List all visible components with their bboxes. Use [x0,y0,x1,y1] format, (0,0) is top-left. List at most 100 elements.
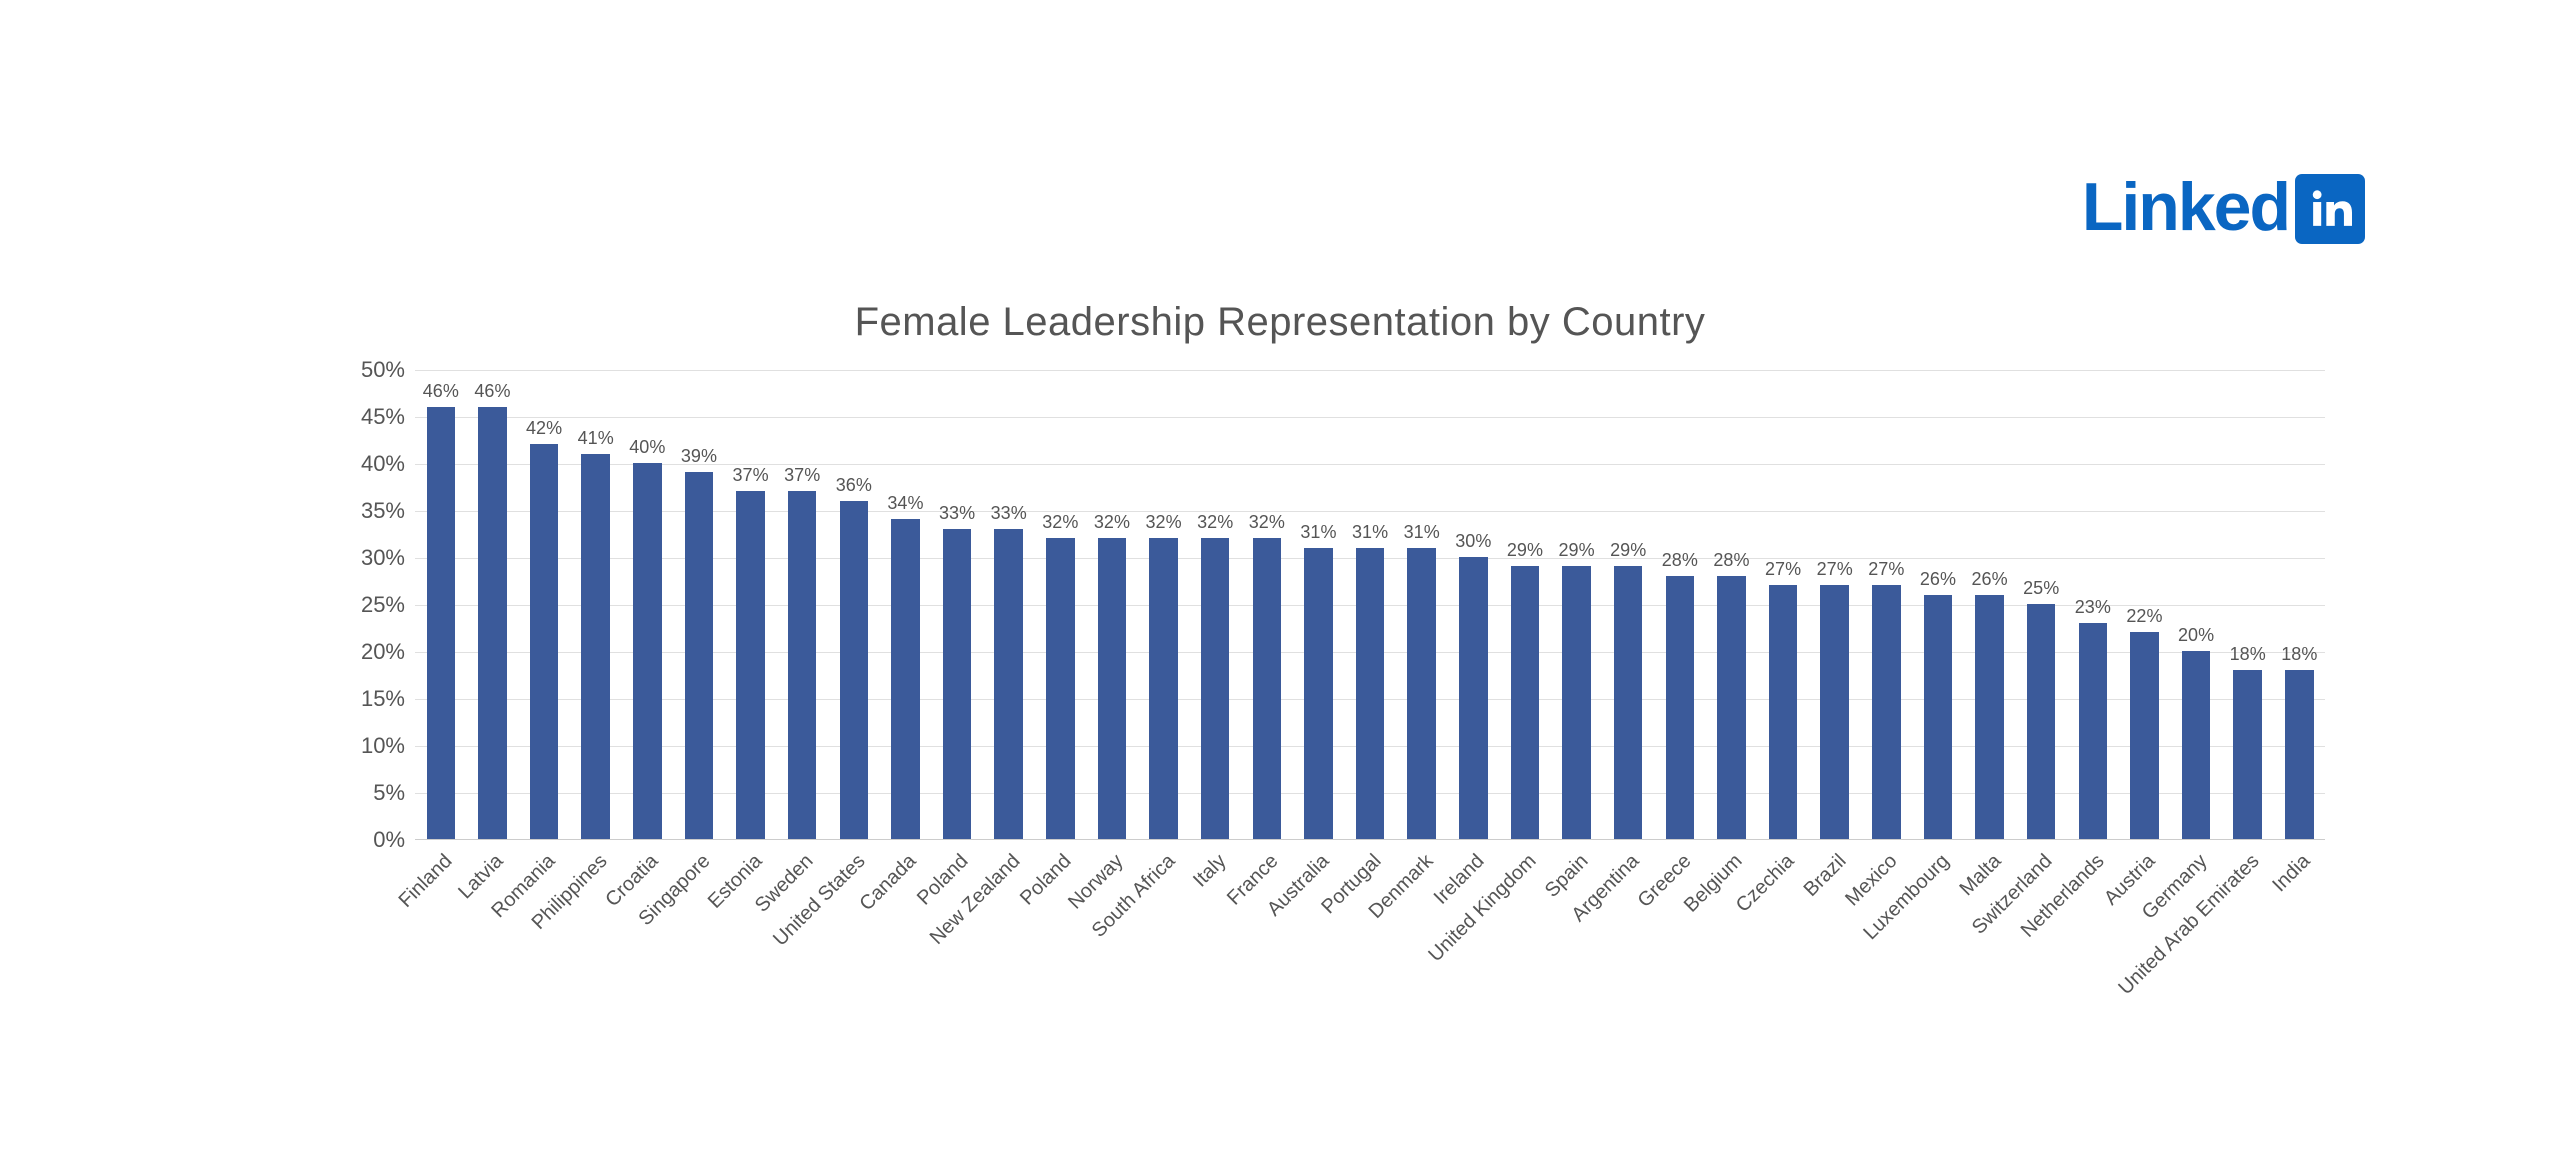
y-tick-label: 10% [361,733,405,759]
bar-value-label: 28% [1713,550,1749,571]
bar [530,444,558,839]
bar-slot: 32% [1138,370,1190,839]
bar-slot: 33% [931,370,983,839]
bar [1666,576,1694,839]
bar-slot: 27% [1861,370,1913,839]
bar [685,472,713,839]
bar-value-label: 37% [784,465,820,486]
y-tick-label: 30% [361,545,405,571]
x-label-slot: Italy [1189,850,1241,1050]
bar [1304,548,1332,839]
bar [788,491,816,839]
bar-slot: 29% [1499,370,1551,839]
bar-slot: 40% [622,370,674,839]
x-label-slot: Poland [931,850,983,1050]
bar-slot: 26% [1912,370,1964,839]
bar-value-label: 27% [1765,559,1801,580]
bar [736,491,764,839]
bar-slot: 46% [415,370,467,839]
y-tick-label: 5% [373,780,405,806]
bar [1201,538,1229,839]
x-label-slot: United Kingdom [1499,850,1551,1050]
bar [581,454,609,839]
bar-slot: 33% [983,370,1035,839]
bar [1356,548,1384,839]
x-label-slot: Belgium [1706,850,1758,1050]
x-label-slot: Canada [880,850,932,1050]
bar-slot: 27% [1809,370,1861,839]
bar [2079,623,2107,839]
bar-slot: 32% [1035,370,1087,839]
x-label-slot: Portugal [1344,850,1396,1050]
bar-value-label: 22% [2126,606,2162,627]
bar-slot: 37% [776,370,828,839]
x-label-slot: Czechia [1757,850,1809,1050]
x-label-slot: Greece [1654,850,1706,1050]
bar-value-label: 29% [1610,540,1646,561]
bar-slot: 46% [467,370,519,839]
bar-value-label: 30% [1455,531,1491,552]
bar [1046,538,1074,839]
bar [1975,595,2003,839]
bar-value-label: 37% [733,465,769,486]
bar-value-label: 32% [1146,512,1182,533]
in-icon [2308,187,2352,231]
bar-slot: 41% [570,370,622,839]
bar-slot: 22% [2119,370,2171,839]
bar-value-label: 41% [578,428,614,449]
bar-slot: 31% [1344,370,1396,839]
bar-value-label: 46% [474,381,510,402]
bar-slot: 36% [828,370,880,839]
x-label-slot: Australia [1293,850,1345,1050]
x-label-slot: New Zealand [983,850,1035,1050]
bar [1562,566,1590,839]
bar-value-label: 32% [1249,512,1285,533]
bar-slot: 32% [1086,370,1138,839]
bar [2285,670,2313,839]
y-tick-label: 0% [373,827,405,853]
bar-slot: 32% [1189,370,1241,839]
x-label-slot: Luxembourg [1912,850,1964,1050]
x-label-slot: United States [828,850,880,1050]
bar-slot: 27% [1757,370,1809,839]
bar-value-label: 32% [1094,512,1130,533]
bar-value-label: 25% [2023,578,2059,599]
bar-slot: 26% [1964,370,2016,839]
logo-in-box [2295,174,2365,244]
bar [943,529,971,839]
bar [2182,651,2210,839]
bar [891,519,919,839]
y-tick-label: 40% [361,451,405,477]
bar [1614,566,1642,839]
logo-word: Linked [2082,168,2289,246]
bar-slot: 29% [1551,370,1603,839]
bar-slot: 34% [880,370,932,839]
bar-slot: 28% [1654,370,1706,839]
bar-value-label: 31% [1300,522,1336,543]
x-label-slot: Brazil [1809,850,1861,1050]
bar-value-label: 27% [1817,559,1853,580]
bar-slot: 25% [2015,370,2067,839]
bar-value-label: 34% [887,493,923,514]
bar-value-label: 33% [939,503,975,524]
bar-slot: 31% [1293,370,1345,839]
bar [2233,670,2261,839]
bar-value-label: 29% [1507,540,1543,561]
bar [1924,595,1952,839]
x-axis-label: Italy [1189,850,1231,892]
y-tick-label: 35% [361,498,405,524]
bar-value-label: 39% [681,446,717,467]
x-label-slot: South Africa [1138,850,1190,1050]
bar [2027,604,2055,839]
bar-value-label: 28% [1662,550,1698,571]
bar [1253,538,1281,839]
x-label-slot: Mexico [1861,850,1913,1050]
x-label-slot: Latvia [467,850,519,1050]
bar-value-label: 18% [2281,644,2317,665]
bar-value-label: 31% [1404,522,1440,543]
x-label-slot: Croatia [622,850,674,1050]
bar-slot: 18% [2222,370,2274,839]
x-axis-label: Finland [394,850,457,913]
bar [2130,632,2158,839]
bar [633,463,661,839]
